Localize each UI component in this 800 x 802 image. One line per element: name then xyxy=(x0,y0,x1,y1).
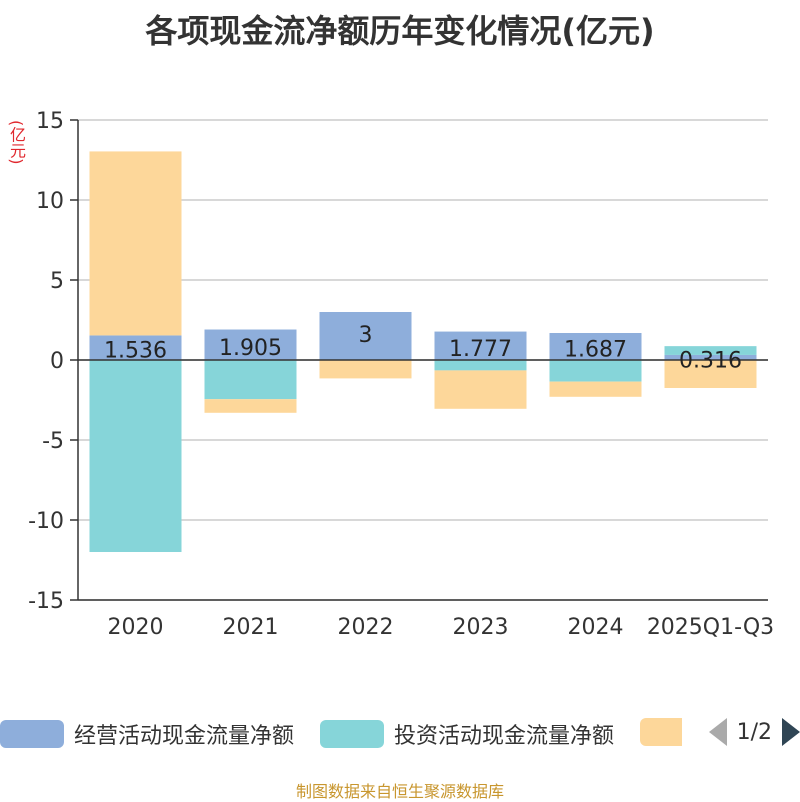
bar-segment-series-2[interactable] xyxy=(319,360,412,379)
y-tick-label: -5 xyxy=(42,429,64,454)
data-labels: 1.536 1.905 3 1.777 1.687 0.316 xyxy=(104,323,742,373)
bar-segment-series-2[interactable] xyxy=(549,381,642,397)
triangle-right-icon[interactable] xyxy=(782,718,800,746)
data-label: 3 xyxy=(359,323,373,348)
bar-segment-series-0[interactable] xyxy=(319,312,412,360)
bar-segment-series-0[interactable] xyxy=(549,333,642,360)
legend-page-indicator: 1/2 xyxy=(736,719,772,745)
x-tick-label: 2022 xyxy=(338,615,394,640)
y-tick-label: -10 xyxy=(28,509,64,534)
bar-segment-series-0[interactable] xyxy=(204,329,297,360)
y-tick-label: 0 xyxy=(50,349,64,374)
bar-segment-series-0[interactable] xyxy=(664,354,757,360)
chart-title: 各项现金流净额历年变化情况(亿元) xyxy=(145,12,655,50)
axes: 15 10 5 0 -5 -10 -15 2020 2021 2022 2023 2024 2025Q1… xyxy=(28,109,774,640)
legend: 经营活动现金流量净额 投资活动现金流量净额 1/2 xyxy=(0,712,800,758)
bar-segment-series-1[interactable] xyxy=(434,360,527,371)
bars xyxy=(89,151,757,552)
x-tick-label: 2023 xyxy=(453,615,509,640)
legend-item-third[interactable] xyxy=(640,718,682,746)
data-label: 1.536 xyxy=(104,339,167,364)
bar-segment-series-2[interactable] xyxy=(204,399,297,413)
legend-pager: 1/2 xyxy=(708,718,800,746)
legend-swatch-investing xyxy=(320,720,384,748)
x-tick-label: 2025Q1-Q3 xyxy=(647,615,774,640)
data-label: 1.687 xyxy=(564,338,627,363)
data-label: 0.316 xyxy=(679,348,742,373)
y-tick-label: 10 xyxy=(36,189,64,214)
bar-segment-series-1[interactable] xyxy=(204,360,297,400)
data-label: 1.905 xyxy=(219,336,282,361)
legend-swatch-operating xyxy=(0,720,64,748)
bar-segment-series-1[interactable] xyxy=(549,360,642,382)
bar-segment-series-1[interactable] xyxy=(89,360,182,552)
bar-segment-series-0[interactable] xyxy=(434,331,527,360)
bar-chart: 15 10 5 0 -5 -10 -15 2020 2021 2022 2023 2024 2025Q1… xyxy=(28,109,774,640)
bar-segment-series-2[interactable] xyxy=(434,370,527,409)
bar-segment-series-2[interactable] xyxy=(664,360,757,388)
legend-swatch-third xyxy=(640,718,682,746)
data-label: 1.777 xyxy=(449,337,512,362)
x-tick-label: 2020 xyxy=(108,615,164,640)
y-tick-label: -15 xyxy=(28,589,64,614)
legend-item-operating[interactable]: 经营活动现金流量净额 xyxy=(0,718,294,750)
x-tick-label: 2021 xyxy=(223,615,279,640)
y-axis-unit-label: (亿元) xyxy=(7,120,26,165)
bar-segment-series-0[interactable] xyxy=(89,335,182,360)
legend-item-investing[interactable]: 投资活动现金流量净额 xyxy=(320,718,614,750)
data-source-note: 制图数据来自恒生聚源数据库 xyxy=(295,782,504,801)
legend-label-investing: 投资活动现金流量净额 xyxy=(394,724,615,749)
legend-label-operating: 经营活动现金流量净额 xyxy=(74,724,295,749)
triangle-left-icon[interactable] xyxy=(708,718,727,746)
y-tick-label: 15 xyxy=(36,109,64,134)
bar-segment-series-1[interactable] xyxy=(664,346,757,355)
x-tick-label: 2024 xyxy=(568,615,624,640)
y-tick-label: 5 xyxy=(50,269,64,294)
bar-segment-series-2[interactable] xyxy=(89,151,182,336)
